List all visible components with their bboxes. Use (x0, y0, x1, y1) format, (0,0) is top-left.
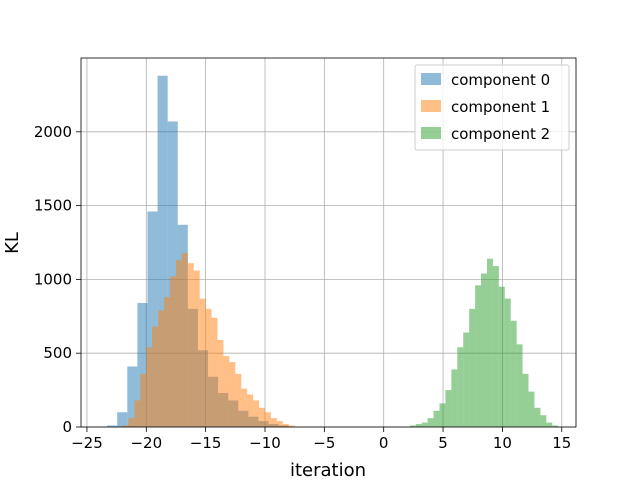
histogram-bar (157, 75, 168, 427)
legend: component 0 component 1 component 2 (414, 64, 570, 151)
histogram-bar (164, 297, 171, 427)
histogram-bar (427, 418, 434, 427)
histogram-bar (140, 373, 147, 427)
histogram-bar (264, 412, 271, 427)
histogram-bar (181, 252, 188, 427)
histogram-bar (127, 366, 138, 427)
x-tick-label: 0 (379, 434, 389, 452)
histogram-bar (187, 263, 194, 427)
series-1-bars (122, 252, 295, 427)
histogram-bar (128, 418, 135, 427)
histogram-bar (552, 425, 559, 427)
histogram-bar (451, 369, 458, 427)
histogram-bar (288, 425, 295, 427)
histogram-bar (167, 121, 178, 427)
histogram-bar (253, 400, 260, 427)
x-tick-label: 10 (493, 434, 512, 452)
y-tick-label: 500 (43, 344, 72, 362)
y-tick-label: 2000 (34, 123, 72, 141)
histogram-bar (276, 421, 283, 427)
histogram-bar (223, 356, 230, 427)
histogram-bar (193, 270, 200, 427)
histogram-bar (229, 362, 236, 427)
histogram-bar (457, 347, 464, 427)
histogram-bar (170, 276, 176, 427)
histogram-bar (147, 211, 158, 427)
histogram-bar (486, 258, 493, 427)
histogram-bar (217, 339, 224, 427)
histogram-bar (247, 394, 254, 427)
x-axis-label: iteration (290, 460, 366, 480)
histogram-bar (199, 298, 206, 427)
histogram-bar (528, 391, 535, 427)
x-tick-label: −25 (71, 434, 103, 452)
histogram-bar (158, 310, 165, 427)
x-tick-label: −10 (249, 434, 281, 452)
histogram-bar (492, 266, 499, 427)
legend-swatch-component-2 (421, 127, 441, 139)
histogram-bar (510, 320, 517, 427)
x-tick-label: −5 (313, 434, 335, 452)
histogram-bar (137, 303, 148, 427)
histogram-bar (211, 317, 218, 427)
histogram-bar (516, 344, 523, 427)
histogram-bar (522, 373, 529, 427)
histogram-bar (235, 373, 242, 427)
x-tick-label: 5 (438, 434, 448, 452)
histogram-bar (433, 410, 440, 427)
histogram-bar (546, 422, 553, 427)
histogram-bar (270, 418, 277, 427)
histogram-bar (282, 424, 289, 427)
histogram-bar (469, 308, 476, 427)
y-tick-label: 0 (62, 418, 72, 436)
histogram-bar (175, 260, 182, 427)
histogram-bar (439, 403, 446, 427)
histogram-bar (534, 407, 541, 427)
y-axis: 0 500 1000 1500 2000 (34, 123, 81, 436)
legend-label-component-2: component 2 (451, 125, 550, 143)
histogram-bar (481, 273, 487, 427)
histogram-bar (498, 286, 505, 427)
series-2-bars (409, 258, 559, 427)
legend-swatch-component-1 (421, 100, 441, 112)
plot-area-frame (80, 57, 577, 428)
histogram-bar (152, 326, 159, 427)
histogram-bar (205, 308, 212, 427)
histogram-bar (475, 285, 482, 427)
histogram-bar (259, 407, 265, 427)
legend-label-component-0: component 0 (451, 71, 550, 89)
histogram-bar (504, 298, 511, 427)
histogram-bar (117, 412, 128, 427)
histogram-bar (122, 425, 129, 427)
legend-label-component-1: component 1 (451, 98, 550, 116)
legend-swatch-component-0 (421, 73, 441, 85)
histogram-bar (463, 332, 470, 427)
y-tick-label: 1000 (34, 270, 72, 288)
x-tick-label: 15 (552, 434, 571, 452)
y-tick-label: 1500 (34, 197, 72, 215)
histogram-bar (241, 388, 248, 427)
histogram-bar (134, 400, 141, 427)
histogram-bar (107, 425, 118, 427)
histogram-bar (445, 390, 452, 427)
x-axis: −25 −20 −15 −10 −5 0 5 10 15 (71, 427, 571, 452)
x-tick-label: −20 (130, 434, 162, 452)
histogram-bar (421, 422, 428, 427)
histogram-bar (540, 415, 547, 427)
histogram-bar (409, 425, 416, 427)
histogram-bar (146, 347, 153, 427)
y-axis-label: KL (2, 232, 23, 254)
histogram-bars (107, 75, 559, 427)
legend-frame (414, 64, 570, 151)
histogram-bar (415, 424, 422, 427)
x-tick-label: −15 (190, 434, 222, 452)
